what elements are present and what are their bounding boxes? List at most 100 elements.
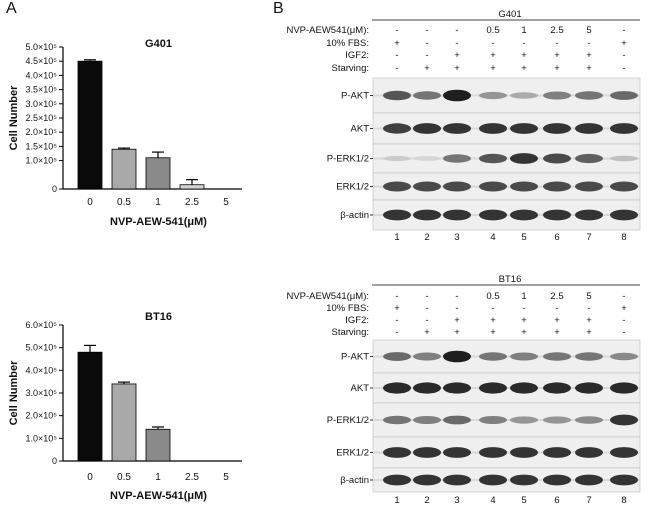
- blot-band: [479, 209, 507, 221]
- y-tick-label: 2.0×10⁵: [25, 411, 57, 421]
- condition-value: +: [586, 63, 592, 74]
- blot-band: [543, 91, 571, 100]
- lane-number: 6: [554, 232, 559, 243]
- blot-band: [575, 416, 603, 424]
- condition-value: -: [522, 303, 525, 314]
- condition-value: -: [555, 38, 558, 49]
- blot-band: [510, 474, 538, 486]
- blot-band: [383, 447, 411, 458]
- condition-value: +: [490, 327, 496, 338]
- blot-band: [575, 474, 603, 486]
- x-tick-label: 2.5: [185, 472, 199, 483]
- condition-label: IGF2:: [345, 315, 369, 326]
- blot-band: [479, 181, 507, 192]
- blot-band: [510, 352, 538, 361]
- band-label: P-AKT: [341, 91, 369, 102]
- condition-value: +: [621, 303, 627, 314]
- blot-band: [479, 91, 507, 100]
- condition-value: +: [454, 50, 460, 61]
- blot-band: [575, 181, 603, 192]
- lane-number: 1: [394, 495, 399, 506]
- condition-label: NVP-AEW541(μM):: [286, 25, 369, 36]
- condition-value: 1: [521, 291, 526, 302]
- condition-value: +: [521, 63, 527, 74]
- condition-value: -: [622, 50, 625, 61]
- blot-band: [479, 474, 507, 486]
- condition-label: IGF2:: [345, 50, 369, 61]
- blot-row-2: P-ERK1/2: [327, 402, 641, 438]
- blot-row-2: P-ERK1/2: [327, 143, 641, 174]
- condition-value: +: [521, 327, 527, 338]
- condition-value: +: [554, 50, 560, 61]
- blot-band: [543, 447, 571, 458]
- x-tick-label: 0: [87, 472, 93, 483]
- x-tick-label: 5: [223, 197, 229, 208]
- blot-band: [443, 415, 471, 425]
- condition-value: +: [394, 303, 400, 314]
- panel-letter-b: B: [273, 0, 284, 17]
- blot-band: [510, 209, 538, 221]
- condition-value: -: [395, 50, 398, 61]
- condition-value: 5: [586, 25, 591, 36]
- y-tick-label: 6.0×10⁵: [25, 320, 57, 330]
- lane-number: 4: [490, 495, 495, 506]
- band-label: ERK1/2: [336, 448, 369, 459]
- condition-value: +: [621, 38, 627, 49]
- y-tick-label: 3.0×10⁵: [25, 388, 57, 398]
- blot-band: [610, 447, 638, 458]
- blot-band: [479, 352, 507, 361]
- blot-band: [443, 209, 471, 221]
- blot-band: [443, 154, 471, 163]
- blot-band: [383, 382, 411, 394]
- blot-band: [479, 416, 507, 424]
- lane-number: 3: [454, 495, 459, 506]
- blot-band: [610, 91, 638, 100]
- y-tick-label: 2.0×10⁵: [25, 127, 57, 137]
- band-label: β-actin: [340, 210, 369, 221]
- condition-value: -: [425, 50, 428, 61]
- lane-number: 5: [521, 495, 526, 506]
- band-label: AKT: [351, 383, 370, 394]
- condition-value: 1: [521, 25, 526, 36]
- y-axis-title: Cell Number: [8, 85, 20, 151]
- condition-value: -: [455, 25, 458, 36]
- condition-value: +: [454, 63, 460, 74]
- y-tick-label: 1.0×10⁵: [25, 156, 57, 166]
- blot-band: [575, 153, 603, 164]
- x-tick-label: 0.5: [117, 197, 131, 208]
- condition-value: -: [425, 25, 428, 36]
- blot-band: [610, 382, 638, 394]
- lane-number: 2: [424, 232, 429, 243]
- condition-value: -: [395, 25, 398, 36]
- band-label: P-ERK1/2: [327, 415, 369, 426]
- condition-value: -: [622, 315, 625, 326]
- x-axis-title: NVP-AEW-541(μM): [110, 216, 207, 228]
- blot-row-0: P-AKT: [341, 339, 641, 374]
- blot-band: [575, 447, 603, 458]
- blot-band: [543, 352, 571, 361]
- blot-band: [575, 382, 603, 394]
- condition-value: +: [521, 50, 527, 61]
- blot-band: [575, 209, 603, 221]
- blot-band: [610, 414, 638, 426]
- lane-number: 7: [586, 495, 591, 506]
- blot-band: [575, 352, 603, 361]
- lane-number: 7: [586, 232, 591, 243]
- blot-band: [413, 447, 441, 458]
- y-tick-label: 3.5×10⁵: [25, 85, 57, 95]
- y-tick-label: 3.0×10⁵: [25, 99, 57, 109]
- condition-value: -: [395, 315, 398, 326]
- lane-number: 1: [394, 232, 399, 243]
- lane-number: 5: [521, 232, 526, 243]
- band-label: ERK1/2: [336, 182, 369, 193]
- blot-band: [413, 123, 441, 134]
- chart-title: BT16: [145, 311, 172, 323]
- blot-cell-line-title: G401: [498, 9, 521, 20]
- condition-label: Starving:: [332, 63, 370, 74]
- condition-value: 2.5: [550, 25, 563, 36]
- condition-value: -: [395, 63, 398, 74]
- band-label: AKT: [351, 124, 370, 135]
- condition-value: -: [395, 327, 398, 338]
